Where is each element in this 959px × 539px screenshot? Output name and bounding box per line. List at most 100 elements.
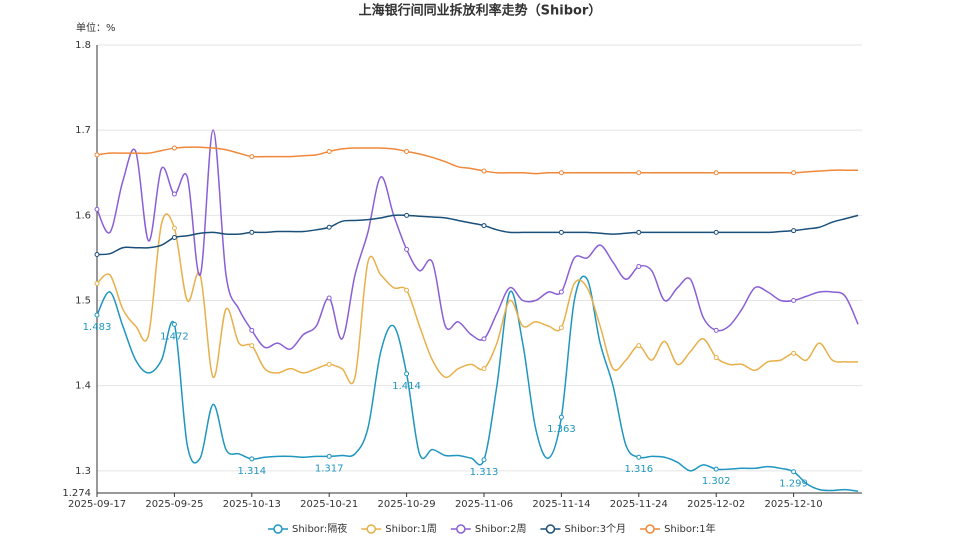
point-marker bbox=[171, 321, 177, 327]
point-marker bbox=[558, 229, 564, 235]
point-marker bbox=[713, 355, 719, 361]
x-tick-label: 2025-12-10 bbox=[765, 499, 823, 510]
point-marker bbox=[713, 327, 719, 333]
x-tick-label: 2025-10-13 bbox=[223, 499, 281, 510]
legend-label: Shibor:1年 bbox=[664, 522, 716, 535]
y-tick-label: 1.6 bbox=[75, 210, 91, 221]
legend-marker bbox=[366, 524, 376, 534]
data-label: 1.302 bbox=[702, 476, 731, 487]
x-tick-label: 2025-09-25 bbox=[145, 499, 203, 510]
x-tick-label: 2025-10-29 bbox=[378, 499, 436, 510]
point-marker bbox=[404, 287, 410, 293]
point-marker bbox=[791, 170, 797, 176]
point-marker bbox=[791, 469, 797, 475]
point-marker bbox=[791, 228, 797, 234]
point-marker bbox=[326, 295, 332, 301]
point-marker bbox=[713, 229, 719, 235]
point-marker bbox=[481, 168, 487, 174]
point-marker bbox=[558, 170, 564, 176]
series-line bbox=[96, 213, 859, 385]
data-label: 1.317 bbox=[315, 463, 344, 474]
point-marker bbox=[171, 145, 177, 151]
legend-item: Shibor:1周 bbox=[361, 523, 437, 535]
legend-label: Shibor:1周 bbox=[385, 523, 437, 535]
point-marker bbox=[326, 453, 332, 459]
y-tick-label: 1.274 bbox=[62, 488, 91, 499]
y-tick-label: 1.3 bbox=[75, 466, 91, 477]
x-tick-label: 2025-11-24 bbox=[610, 499, 668, 510]
point-marker bbox=[249, 456, 255, 462]
legend-marker bbox=[456, 524, 466, 534]
point-marker bbox=[713, 466, 719, 472]
y-tick-label: 1.5 bbox=[75, 296, 91, 307]
legend-marker bbox=[545, 524, 556, 534]
point-marker bbox=[94, 280, 100, 286]
point-marker bbox=[249, 229, 255, 235]
series-line bbox=[96, 129, 859, 350]
x-tick-label: 2025-11-06 bbox=[455, 499, 513, 510]
point-marker bbox=[636, 454, 642, 460]
x-tick-label: 2025-10-21 bbox=[300, 499, 358, 510]
point-marker bbox=[404, 371, 410, 377]
point-marker bbox=[94, 206, 100, 212]
legend-item: Shibor:3个月 bbox=[540, 523, 626, 535]
y-tick-label: 1.8 bbox=[75, 40, 91, 51]
y-tick-label: 1.4 bbox=[75, 381, 91, 392]
point-marker bbox=[94, 312, 100, 318]
point-marker bbox=[558, 289, 564, 295]
legend-item: Shibor:隔夜 bbox=[268, 522, 347, 535]
data-label: 1.314 bbox=[237, 466, 266, 477]
legend-label: Shibor:2周 bbox=[475, 523, 527, 535]
data-label: 1.472 bbox=[160, 331, 189, 342]
point-marker bbox=[326, 361, 332, 367]
legend-marker bbox=[273, 524, 283, 534]
point-marker bbox=[404, 148, 410, 154]
y-tick-label: 1.7 bbox=[75, 125, 91, 136]
series-line bbox=[96, 146, 859, 175]
chart-title: 上海银行间同业拆放利率走势（Shibor） bbox=[359, 3, 602, 19]
legend-label: Shibor:隔夜 bbox=[292, 522, 347, 535]
x-tick-label: 2025-09-17 bbox=[68, 499, 126, 510]
series-line bbox=[96, 214, 859, 256]
point-marker bbox=[558, 414, 564, 420]
data-label: 1.414 bbox=[392, 381, 421, 392]
point-marker bbox=[404, 212, 410, 218]
point-marker bbox=[94, 252, 100, 258]
point-marker bbox=[249, 327, 255, 333]
data-label: 1.483 bbox=[83, 322, 112, 333]
point-marker bbox=[481, 336, 487, 342]
point-marker bbox=[636, 343, 642, 349]
series-line bbox=[96, 275, 859, 493]
data-label: 1.363 bbox=[547, 424, 576, 435]
point-marker bbox=[713, 170, 719, 176]
point-marker bbox=[171, 191, 177, 197]
point-marker bbox=[326, 224, 332, 230]
point-marker bbox=[171, 234, 177, 240]
point-marker bbox=[636, 170, 642, 176]
point-marker bbox=[94, 152, 100, 158]
legend-label: Shibor:3个月 bbox=[564, 523, 626, 535]
point-marker bbox=[636, 229, 642, 235]
legend-item: Shibor:1年 bbox=[640, 522, 716, 535]
legend-marker bbox=[645, 524, 655, 534]
data-label: 1.316 bbox=[624, 464, 653, 475]
x-tick-label: 2025-11-14 bbox=[532, 499, 590, 510]
data-label: 1.299 bbox=[779, 479, 808, 490]
legend-item: Shibor:2周 bbox=[450, 523, 527, 535]
point-marker bbox=[558, 325, 564, 331]
point-marker bbox=[481, 366, 487, 372]
point-marker bbox=[791, 350, 797, 356]
point-marker bbox=[481, 223, 487, 229]
x-tick-label: 2025-12-02 bbox=[687, 499, 745, 510]
point-marker bbox=[326, 148, 332, 154]
point-marker bbox=[249, 154, 255, 160]
point-marker bbox=[249, 343, 255, 349]
data-label: 1.313 bbox=[470, 467, 499, 478]
point-marker bbox=[171, 225, 177, 231]
point-marker bbox=[791, 298, 797, 304]
point-marker bbox=[636, 263, 642, 269]
unit-label: 单位：% bbox=[76, 21, 116, 34]
point-marker bbox=[481, 457, 487, 463]
